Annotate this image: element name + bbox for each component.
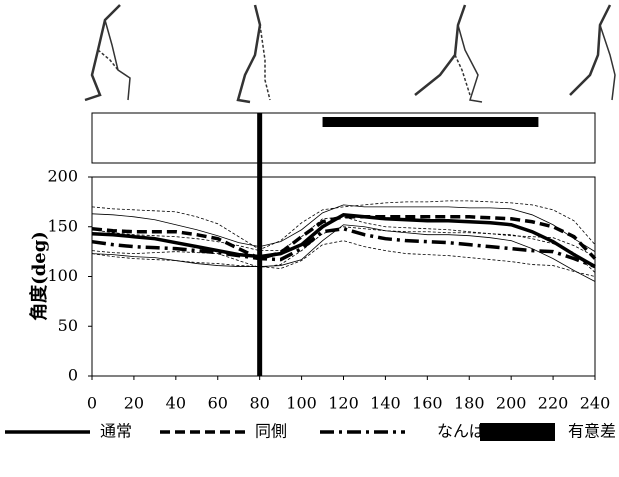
series-line [91, 215, 597, 261]
x-tick-label: 180 [454, 394, 485, 413]
legend-label: 同側 [255, 422, 287, 441]
sd-line [91, 204, 596, 252]
x-tick-label: 120 [328, 394, 359, 413]
x-tick-label: 160 [412, 394, 443, 413]
y-tick-label: 100 [47, 266, 78, 285]
x-tick-label: 80 [249, 394, 269, 413]
significance-bar [322, 117, 539, 127]
series-line [91, 213, 596, 269]
x-tick-label: 20 [124, 394, 144, 413]
sd-line [91, 200, 596, 251]
significance-panel [91, 112, 596, 164]
sd-line [91, 240, 596, 277]
x-tick-label: 220 [538, 394, 569, 413]
y-axis-label: 角度(deg) [28, 231, 50, 321]
sd-line [91, 224, 596, 282]
legend-swatch [480, 423, 555, 441]
y-tick-label: 50 [58, 316, 78, 335]
legend-label: なんば [437, 422, 485, 441]
y-tick-label: 200 [47, 167, 78, 186]
plot-frame [91, 176, 596, 377]
y-tick-label: 0 [68, 366, 78, 385]
stick-figures [84, 4, 616, 104]
sd-line [91, 226, 596, 273]
x-tick-label: 240 [580, 394, 611, 413]
x-tick-label: 100 [286, 394, 317, 413]
x-tick-label: 0 [87, 394, 97, 413]
x-tick-label: 40 [166, 394, 186, 413]
y-tick-label: 150 [47, 216, 78, 235]
legend-label: 通常 [100, 422, 132, 441]
x-tick-label: 60 [208, 394, 228, 413]
x-tick-label: 200 [496, 394, 527, 413]
legend-label: 有意差 [568, 422, 616, 441]
x-tick-label: 140 [370, 394, 401, 413]
series-line [91, 226, 596, 269]
